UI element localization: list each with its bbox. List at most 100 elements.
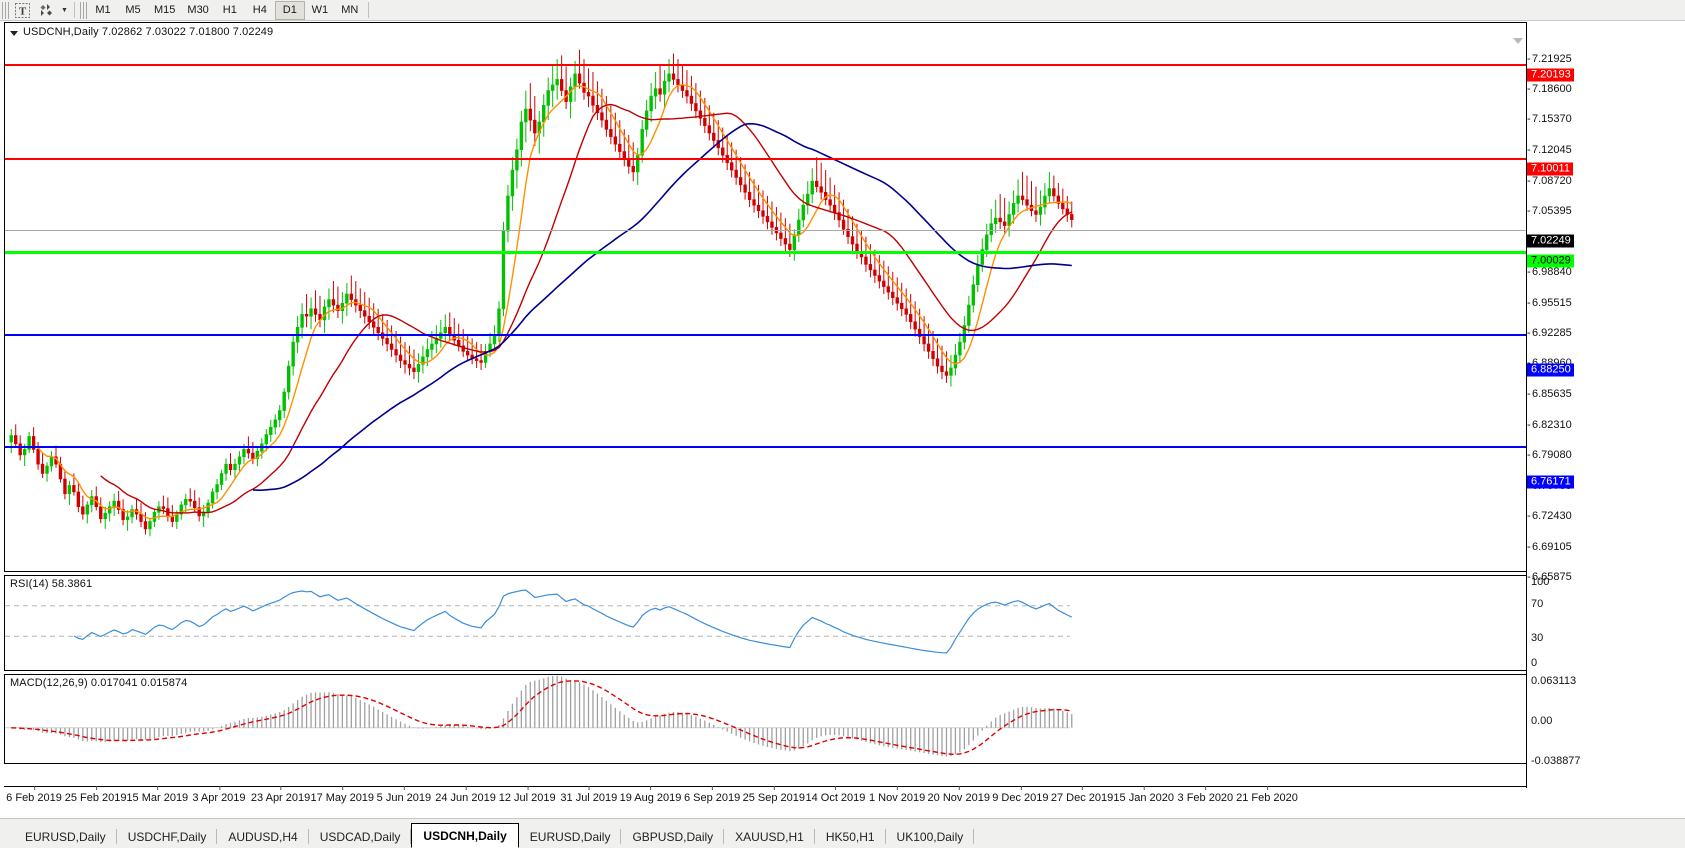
price-tick-label: -6.79080: [1527, 448, 1572, 461]
date-tick-label: 1 Nov 2019: [869, 786, 925, 804]
chart-tabs-bar: EURUSD,Daily USDCHF,Daily AUDUSD,H4 USDCAD,…: [0, 818, 1685, 848]
timeframe-button-h1[interactable]: H1: [222, 4, 237, 16]
price-tick-label: -7.05395: [1527, 205, 1572, 218]
resistance-level-2-badge[interactable]: 7.10011: [1527, 162, 1573, 176]
chart-tab-hk50-h1[interactable]: HK50,H1: [815, 825, 886, 848]
timeframe-button-h4[interactable]: H4: [252, 4, 267, 16]
rsi-tick-label: 30: [1531, 632, 1544, 644]
date-tick-label: 3 Apr 2019: [192, 786, 246, 804]
macd-tick-label: 0.063113: [1531, 675, 1577, 687]
date-tick-label: 5 Jun 2019: [377, 786, 431, 804]
toolbar-separator: [74, 2, 75, 18]
macd-tick-label: 0.00: [1531, 715, 1553, 727]
date-tick-label: 27 Dec 2019: [1051, 786, 1113, 804]
price-tick-label: -6.95515: [1527, 296, 1572, 309]
price-tick-label: -6.98840: [1527, 266, 1572, 279]
date-tick-label: 21 Feb 2020: [1236, 786, 1298, 804]
date-tick-label: 19 Aug 2019: [620, 786, 681, 804]
price-tick-label: -6.69105: [1527, 541, 1572, 554]
chart-tab-label: USDCNH,Daily: [423, 828, 507, 843]
timeframe-button-m30[interactable]: M30: [187, 4, 209, 16]
date-tick-label: 6 Feb 2019: [6, 786, 62, 804]
tab-divider: [973, 829, 975, 844]
chart-tab-uk100-daily[interactable]: UK100,Daily: [886, 825, 975, 848]
price-tick-label: -6.85635: [1527, 388, 1572, 401]
rsi-panel-title: RSI(14) 58.3861: [10, 578, 93, 590]
timeframe-button-d1[interactable]: D1: [274, 0, 305, 20]
macd-panel-title: MACD(12,26,9) 0.017041 0.015874: [10, 677, 188, 689]
price-tick-label: -7.21925: [1527, 52, 1572, 65]
timeframe-button-m15[interactable]: M15: [154, 4, 176, 16]
resistance-line-2: [5, 158, 1526, 160]
chart-tab-label: EURUSD,Daily: [25, 829, 106, 844]
chart-tab-label: AUDUSD,H4: [228, 829, 298, 844]
rsi-indicator-panel[interactable]: RSI(14) 58.3861: [4, 575, 1527, 671]
tab-divider: [307, 829, 309, 844]
timeframe-button-m1[interactable]: M1: [95, 4, 111, 16]
date-tick-label: 23 Apr 2019: [251, 786, 310, 804]
price-tick-label: -6.72430: [1527, 510, 1572, 523]
chart-tab-label: USDCHF,Daily: [127, 829, 207, 844]
chart-toolbar: T ▼ M1 M5 M15 M30 H1 H4 D1 W1 MN: [0, 0, 1685, 21]
svg-text:T: T: [18, 5, 26, 17]
date-tick-label: 12 Jul 2019: [499, 786, 556, 804]
price-tick-label: -7.12045: [1527, 143, 1572, 156]
support-line-2: [5, 446, 1526, 448]
toolbar-separator-2: [367, 2, 369, 18]
timeframe-group: M1 M5 M15 M30 H1 H4 D1 W1 MN: [88, 0, 372, 20]
resistance-level-1-badge[interactable]: 7.20193: [1527, 68, 1574, 82]
chart-tab-gbpusd-daily[interactable]: GBPUSD,Daily: [621, 825, 725, 848]
chevron-down-icon[interactable]: ▼: [61, 6, 68, 14]
support-level-1-badge[interactable]: 6.88250: [1527, 363, 1574, 377]
resistance-line-1: [5, 64, 1526, 66]
candlestick-series: [9, 49, 1074, 537]
chart-area: USDCNH,Daily 7.02862 7.03022 7.01800 7.0…: [0, 21, 1685, 848]
support-level-2-badge[interactable]: 6.76171: [1527, 475, 1574, 489]
chart-tab-audusd-h4[interactable]: AUDUSD,H4: [217, 825, 309, 848]
date-tick-label: 14 Oct 2019: [805, 786, 865, 804]
scroll-indicator-icon[interactable]: [1513, 38, 1523, 44]
macd-histogram-series: [5, 675, 1073, 757]
chart-tab-label: XAUUSD,H1: [735, 829, 804, 844]
toolbar-grip-2[interactable]: [80, 1, 87, 19]
tab-divider: [410, 829, 412, 844]
chart-tab-usdcad-daily[interactable]: USDCAD,Daily: [309, 825, 412, 848]
date-axis-line: [4, 786, 1527, 787]
chart-tab-eurusd-daily[interactable]: EURUSD,Daily: [14, 825, 117, 848]
pivot-level-badge[interactable]: 7.00029: [1527, 254, 1574, 268]
collapse-icon[interactable]: [10, 31, 18, 36]
chart-tab-label: UK100,Daily: [896, 829, 964, 844]
text-tool-icon[interactable]: T: [11, 1, 33, 20]
chart-tab-usdchf-daily[interactable]: USDCHF,Daily: [117, 825, 218, 848]
timeframe-button-m5[interactable]: M5: [125, 4, 141, 16]
chart-tab-label: EURUSD,Daily: [529, 829, 611, 844]
current-price-badge[interactable]: 7.02249: [1527, 234, 1574, 248]
macd-indicator-panel[interactable]: MACD(12,26,9) 0.017041 0.015874: [4, 674, 1527, 764]
support-line-1: [5, 334, 1526, 336]
timeframe-button-mn[interactable]: MN: [341, 4, 359, 16]
chart-tab-xauusd-h1[interactable]: XAUUSD,H1: [724, 825, 815, 848]
toolbar-grip-1[interactable]: [2, 1, 9, 19]
tab-divider: [813, 829, 815, 844]
chart-tab-usdcnh-daily[interactable]: USDCNH,Daily: [411, 823, 519, 848]
chart-tab-label: GBPUSD,Daily: [632, 829, 714, 844]
price-tick-label: -6.92285: [1527, 326, 1572, 339]
date-tick-label: 3 Feb 2020: [1178, 786, 1233, 804]
macd-tick-label: -0.038877: [1531, 755, 1581, 767]
pivot-line: [5, 251, 1526, 254]
tab-divider: [884, 829, 886, 844]
date-tick-label: 15 Mar 2019: [126, 786, 188, 804]
date-tick-label: 15 Jan 2020: [1113, 786, 1174, 804]
rsi-line-series: [5, 589, 1073, 654]
timeframe-button-w1[interactable]: W1: [311, 4, 329, 16]
price-chart-panel[interactable]: USDCNH,Daily 7.02862 7.03022 7.01800 7.0…: [4, 22, 1527, 572]
rsi-tick-label: 70: [1531, 598, 1544, 610]
indicators-icon[interactable]: [35, 1, 57, 20]
date-tick-label: 31 Jul 2019: [560, 786, 617, 804]
date-axis[interactable]: 6 Feb 2019 25 Feb 2019 15 Mar 2019 3 Apr 20…: [4, 786, 1527, 810]
chart-tab-eurusd-daily[interactable]: EURUSD,Daily: [519, 825, 622, 848]
date-tick-label: 24 Jun 2019: [435, 786, 496, 804]
date-tick-label: 25 Sep 2019: [743, 786, 805, 804]
price-axis[interactable]: -7.21925 -7.18600 -7.15370 -7.12045 -7.08720…: [1527, 43, 1685, 848]
